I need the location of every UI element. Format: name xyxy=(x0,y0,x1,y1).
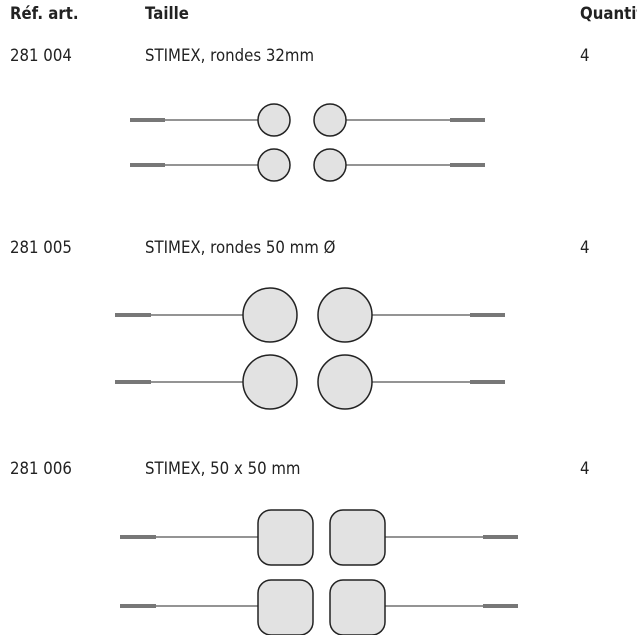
electrodes-50x50mm xyxy=(120,509,518,635)
qty: 4 xyxy=(580,459,590,479)
ref: 281 006 xyxy=(10,459,72,479)
size: STIMEX, rondes 32mm xyxy=(145,46,315,66)
electrodes-32mm xyxy=(130,103,485,182)
qty: 4 xyxy=(580,46,590,66)
column-header: Quantité xyxy=(580,4,637,24)
electrodes-50mm-round xyxy=(115,287,505,410)
ref: 281 004 xyxy=(10,46,72,66)
column-header: Taille xyxy=(145,4,189,24)
size: STIMEX, 50 x 50 mm xyxy=(145,459,301,479)
qty: 4 xyxy=(580,238,590,258)
ref: 281 005 xyxy=(10,238,72,258)
column-header: Réf. art. xyxy=(10,4,79,24)
size: STIMEX, rondes 50 mm Ø xyxy=(145,238,336,258)
